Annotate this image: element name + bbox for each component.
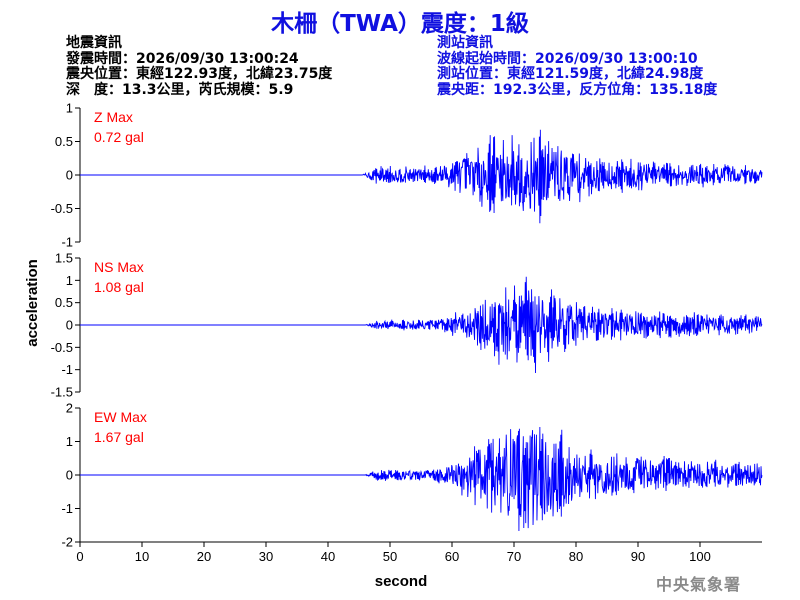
x-tick-label-8: 80 [569,549,583,564]
station-info-heading: 測站資訊 [437,35,493,51]
waveform-z [80,129,763,224]
y-tick-label-ew-2: 0 [66,468,73,483]
waveform-start-time: 波線起始時間：2026/09/30 13:00:10 [437,50,698,67]
y-tick-label-ns-2: -0.5 [51,340,73,355]
quake-info-block: 地震資訊 發震時間：2026/09/30 13:00:24 震央位置：東經122… [66,35,333,98]
y-tick-label-ew-0: -2 [61,535,73,550]
y-tick-label-ns-1: -1 [61,362,73,377]
max-label-ns: NS Max [94,259,144,275]
quake-depth-magnitude: 深 度：13.3公里，芮氏規模：5.9 [66,81,294,98]
station-location: 測站位置：東經121.59度，北緯24.98度 [437,66,704,82]
epicentral-distance: 震央距：192.3公里，反方位角：135.18度 [437,81,718,98]
y-tick-label-z-0: -1 [61,235,73,250]
waveform-ns [80,276,763,374]
x-tick-label-6: 60 [445,549,459,564]
y-tick-label-z-4: 1 [66,101,73,116]
waveform-ew [80,427,763,531]
y-tick-label-ns-4: 0.5 [55,295,73,310]
y-tick-label-z-1: -0.5 [51,201,73,216]
y-tick-label-z-3: 0.5 [55,134,73,149]
y-axis-label: acceleration [24,259,41,347]
x-tick-label-10: 100 [689,549,711,564]
station-info-block: 測站資訊 波線起始時間：2026/09/30 13:00:10 測站位置：東經1… [437,35,718,98]
x-tick-label-4: 40 [321,549,335,564]
y-tick-label-ns-5: 1 [66,273,73,288]
chart-title: 木柵（TWA）震度：1級 [271,11,529,37]
y-tick-label-z-2: 0 [66,168,73,183]
y-tick-label-ns-3: 0 [66,318,73,333]
x-tick-label-5: 50 [383,549,397,564]
max-value-ew: 1.67 gal [94,429,144,445]
max-value-ns: 1.08 gal [94,279,144,295]
max-value-z: 0.72 gal [94,129,144,145]
y-tick-label-ns-0: -1.5 [51,385,73,400]
agency-watermark: 中央氣象署 [656,575,742,594]
max-label-ew: EW Max [94,409,147,425]
y-tick-label-ew-1: -1 [61,501,73,516]
x-tick-label-1: 10 [135,549,149,564]
x-tick-label-0: 0 [76,549,83,564]
max-label-z: Z Max [94,109,133,125]
y-tick-label-ew-4: 2 [66,401,73,416]
x-axis-label: second [375,573,428,590]
y-tick-label-ns-6: 1.5 [55,251,73,266]
quake-info-heading: 地震資訊 [66,35,122,51]
x-tick-label-2: 20 [197,549,211,564]
quake-origin-time: 發震時間：2026/09/30 13:00:24 [66,50,299,67]
x-tick-label-3: 30 [259,549,273,564]
x-tick-label-7: 70 [507,549,521,564]
y-tick-label-ew-3: 1 [66,434,73,449]
quake-epicenter: 震央位置：東經122.93度，北緯23.75度 [66,66,333,82]
x-tick-label-9: 90 [631,549,645,564]
